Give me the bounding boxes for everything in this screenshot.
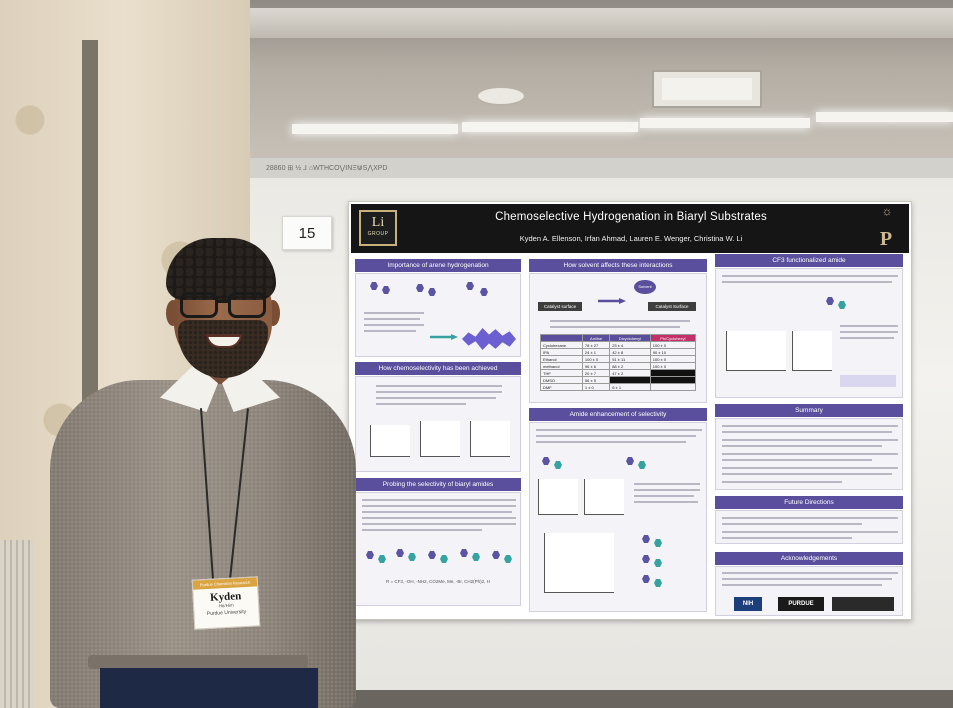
poster-authors: Kyden A. Ellenson, Irfan Ahmad, Lauren E… bbox=[519, 234, 743, 243]
catalyst-surface-right: Catalyst Surface bbox=[648, 302, 696, 311]
section-amide: Amide enhancement of selectivity bbox=[529, 408, 707, 421]
section-achieved-body bbox=[355, 376, 521, 472]
poster: Li GROUP Chemoselective Hydrogenation in… bbox=[348, 201, 912, 620]
ceiling-light bbox=[462, 122, 638, 132]
section-future: Future Directions bbox=[715, 496, 903, 509]
section-ack-body: NIH PURDUE bbox=[715, 566, 903, 616]
section-solvent-body: Catalyst surface Solvent Catalyst Surfac… bbox=[529, 273, 707, 403]
section-summary: Summary bbox=[715, 404, 903, 417]
name-badge: Purdue Chemistry Research Kyden He/Him P… bbox=[191, 576, 261, 630]
booth-number-card: 15 bbox=[282, 216, 332, 250]
sweater-hem bbox=[88, 655, 308, 669]
seal-icon: ☼ bbox=[881, 204, 893, 218]
glasses-icon bbox=[228, 292, 266, 318]
section-importance-body bbox=[355, 273, 521, 357]
department-logo bbox=[832, 597, 894, 611]
badge-header: Purdue Chemistry Research bbox=[192, 577, 258, 590]
ceiling-light bbox=[292, 124, 458, 134]
section-amide-body bbox=[529, 422, 707, 612]
ceiling-light bbox=[640, 118, 810, 128]
board-strip-text: 28860 ⊞ ½ ⅃ ⌂WTHCO⋁INΞ⋓S⋀XPD bbox=[266, 165, 388, 172]
board-strip bbox=[250, 158, 953, 178]
section-ack: Acknowledgements bbox=[715, 552, 903, 565]
person-pants bbox=[100, 668, 318, 708]
solvent-bubble: Solvent bbox=[634, 280, 656, 294]
purdue-logo: PURDUE bbox=[778, 597, 824, 611]
badge-org: Purdue University bbox=[206, 608, 247, 618]
ceiling-vent bbox=[652, 70, 762, 108]
section-summary-body bbox=[715, 418, 903, 490]
glasses-bridge bbox=[216, 300, 230, 303]
glasses-icon bbox=[180, 292, 218, 318]
section-future-body bbox=[715, 510, 903, 544]
purdue-p-logo: P bbox=[871, 228, 901, 250]
section-achieved: How chemoselectivity has been achieved bbox=[355, 362, 521, 375]
radiator bbox=[0, 540, 34, 708]
ceiling-light bbox=[816, 112, 953, 122]
floor bbox=[330, 690, 953, 708]
cf3-table bbox=[840, 375, 896, 387]
section-probing-body: R = CF3, -OH, -NH2, CO2Me, Me, -Br, CH2(… bbox=[355, 492, 521, 606]
li-group-logo: Li GROUP bbox=[359, 210, 397, 246]
probing-formula: R = CF3, -OH, -NH2, CO2Me, Me, -Br, CH2(… bbox=[386, 579, 490, 584]
solvent-selectivity-table: Aniline Dicyclohexyl Ph/Cyclohexyl Cyclo… bbox=[540, 334, 697, 391]
smoke-detector bbox=[476, 86, 526, 106]
catalyst-surface-left: Catalyst surface bbox=[538, 302, 582, 311]
nih-logo: NIH bbox=[734, 597, 762, 611]
section-solvent: How solvent affects these interactions bbox=[529, 259, 707, 272]
person-hair bbox=[166, 238, 276, 300]
section-probing: Probing the selectivity of biaryl amides bbox=[355, 478, 521, 491]
section-cf3-body bbox=[715, 268, 903, 398]
poster-header: Li GROUP Chemoselective Hydrogenation in… bbox=[351, 204, 909, 253]
poster-title: Chemoselective Hydrogenation in Biaryl S… bbox=[495, 211, 767, 223]
section-importance: Importance of arene hydrogenation bbox=[355, 259, 521, 272]
section-cf3: CF3 functionalized amide bbox=[715, 254, 903, 267]
